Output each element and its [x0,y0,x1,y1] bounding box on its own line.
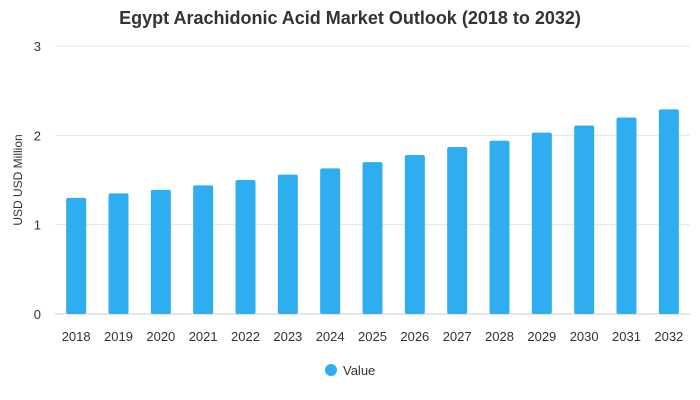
bar-2031[interactable] [616,117,637,314]
bar-2023[interactable] [277,174,298,314]
bar-2022[interactable] [235,180,256,314]
bar-2027[interactable] [447,146,468,314]
x-tick-label: 2026 [400,329,429,344]
bar-2025[interactable] [362,162,383,314]
x-tick-label: 2025 [358,329,387,344]
y-tick-label: 2 [34,128,41,143]
bar-2019[interactable] [108,193,129,314]
bar-2018[interactable] [66,197,87,314]
x-tick-label: 2021 [189,329,218,344]
y-axis-ticks: 0 1 2 3 [34,39,41,322]
bar-2029[interactable] [531,132,552,314]
y-tick-label: 0 [34,307,41,322]
bar-2024[interactable] [320,168,341,314]
x-tick-label: 2031 [612,329,641,344]
x-tick-label: 2022 [231,329,260,344]
x-tick-label: 2032 [654,329,683,344]
bar-2028[interactable] [489,140,510,314]
y-tick-label: 1 [34,218,41,233]
x-tick-label: 2024 [316,329,345,344]
x-tick-label: 2023 [273,329,302,344]
x-tick-label: 2019 [104,329,133,344]
x-tick-label: 2020 [146,329,175,344]
bar-2026[interactable] [404,154,425,314]
x-tick-label: 2027 [443,329,472,344]
x-tick-label: 2018 [62,329,91,344]
x-tick-label: 2030 [570,329,599,344]
chart-title: Egypt Arachidonic Acid Market Outlook (2… [119,8,581,28]
legend[interactable]: Value [325,363,375,378]
legend-label-value: Value [343,363,375,378]
x-axis-ticks: 2018 2019 2020 2021 2022 2023 2024 2025 2026 2027… [62,329,684,344]
bar-2021[interactable] [193,185,214,314]
legend-swatch-value [325,364,337,376]
x-tick-label: 2029 [527,329,556,344]
bars [66,109,679,314]
y-tick-label: 3 [34,39,41,54]
bar-2020[interactable] [150,189,171,314]
bar-2032[interactable] [658,109,679,314]
y-axis-label: USD USD Million [11,134,25,225]
bar-2030[interactable] [574,125,595,314]
x-tick-label: 2028 [485,329,514,344]
